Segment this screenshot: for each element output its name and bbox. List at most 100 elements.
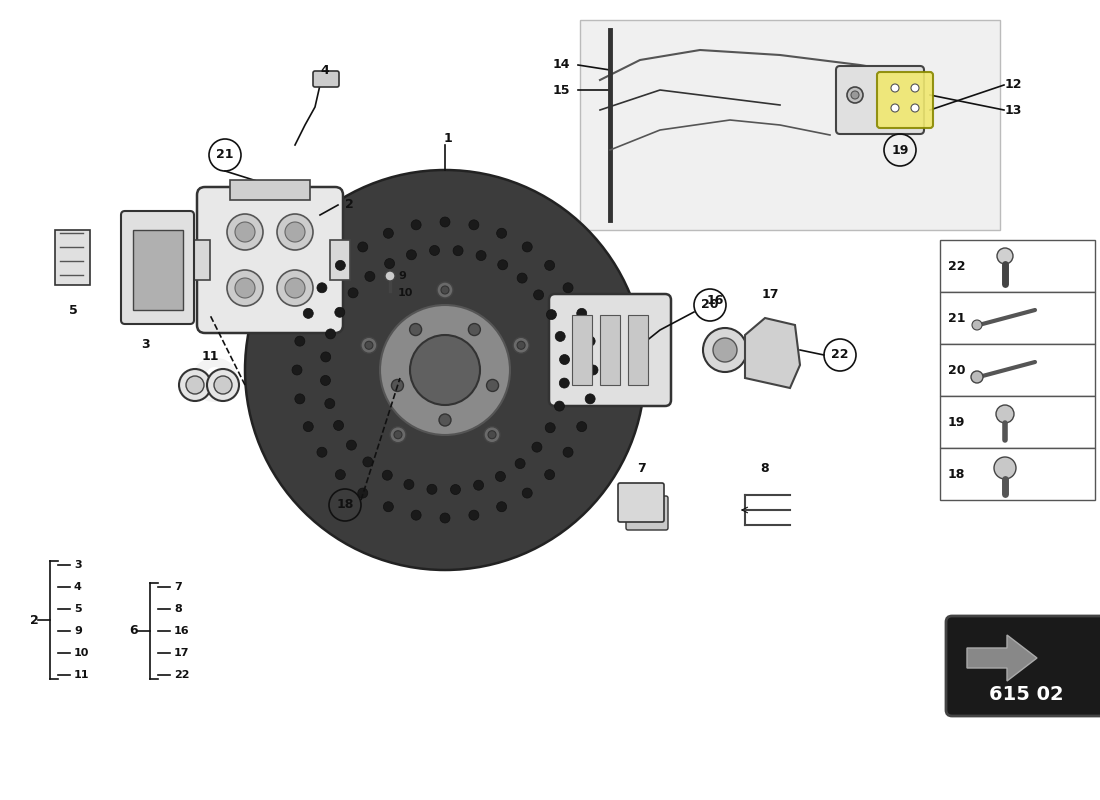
Circle shape — [277, 270, 313, 306]
Text: 9: 9 — [74, 626, 81, 636]
Circle shape — [384, 228, 394, 238]
Circle shape — [576, 422, 586, 432]
Circle shape — [554, 401, 564, 411]
Circle shape — [496, 228, 507, 238]
Circle shape — [440, 217, 450, 227]
Circle shape — [292, 365, 302, 375]
Bar — [940, 240, 1094, 292]
Bar — [190, 240, 210, 280]
Circle shape — [383, 470, 393, 480]
Circle shape — [409, 323, 421, 335]
Text: 1: 1 — [443, 131, 452, 145]
Text: 19: 19 — [891, 143, 909, 157]
Text: 2: 2 — [345, 198, 354, 211]
Circle shape — [285, 278, 305, 298]
Text: 22: 22 — [948, 259, 966, 273]
Circle shape — [546, 422, 556, 433]
Circle shape — [534, 290, 543, 300]
Circle shape — [304, 422, 313, 432]
FancyBboxPatch shape — [877, 72, 933, 128]
FancyBboxPatch shape — [549, 294, 671, 406]
Text: 10: 10 — [398, 288, 414, 298]
Circle shape — [703, 328, 747, 372]
Circle shape — [497, 260, 508, 270]
Circle shape — [469, 323, 481, 335]
Text: 13: 13 — [1005, 103, 1022, 117]
Circle shape — [390, 426, 406, 442]
Text: 18: 18 — [337, 498, 354, 511]
Bar — [133, 230, 183, 310]
Circle shape — [560, 354, 570, 365]
Circle shape — [476, 250, 486, 261]
Circle shape — [411, 220, 421, 230]
Circle shape — [495, 471, 505, 482]
Text: 22: 22 — [174, 670, 189, 680]
Circle shape — [235, 222, 255, 242]
Circle shape — [451, 485, 461, 494]
Circle shape — [295, 394, 305, 404]
Circle shape — [227, 214, 263, 250]
Bar — [572, 315, 592, 385]
Circle shape — [394, 430, 402, 438]
Text: 9: 9 — [398, 271, 406, 281]
Circle shape — [346, 440, 356, 450]
Circle shape — [385, 258, 395, 269]
Circle shape — [207, 369, 239, 401]
Text: 11: 11 — [74, 670, 89, 680]
Text: 3: 3 — [141, 338, 150, 351]
Circle shape — [227, 270, 263, 306]
Circle shape — [563, 282, 573, 293]
Bar — [940, 292, 1094, 344]
Bar — [330, 240, 350, 280]
Circle shape — [235, 278, 255, 298]
Text: 21: 21 — [217, 149, 233, 162]
Bar — [600, 315, 620, 385]
Circle shape — [484, 426, 500, 442]
Circle shape — [997, 248, 1013, 264]
Bar — [230, 180, 310, 200]
Circle shape — [576, 308, 586, 318]
Polygon shape — [745, 318, 800, 388]
Text: 22: 22 — [832, 349, 849, 362]
Circle shape — [348, 288, 359, 298]
Text: 20: 20 — [702, 298, 718, 311]
Circle shape — [515, 458, 525, 469]
Circle shape — [486, 379, 498, 391]
Text: 17: 17 — [174, 648, 189, 658]
Circle shape — [333, 421, 343, 430]
Circle shape — [474, 480, 484, 490]
Circle shape — [585, 336, 595, 346]
Text: 8: 8 — [761, 462, 769, 474]
Text: 2: 2 — [30, 614, 38, 626]
Bar — [55, 230, 90, 285]
Circle shape — [406, 250, 417, 260]
Circle shape — [517, 342, 525, 350]
Circle shape — [363, 457, 373, 467]
Circle shape — [321, 352, 331, 362]
Text: 11: 11 — [201, 350, 219, 363]
Text: 4: 4 — [74, 582, 81, 592]
Circle shape — [994, 457, 1016, 479]
Circle shape — [532, 442, 542, 452]
Circle shape — [385, 271, 395, 281]
Circle shape — [588, 365, 598, 375]
Circle shape — [911, 84, 918, 92]
Circle shape — [851, 91, 859, 99]
Bar — [940, 344, 1094, 396]
Circle shape — [379, 305, 510, 435]
Circle shape — [891, 84, 899, 92]
Text: 5: 5 — [68, 303, 77, 317]
Text: 12: 12 — [1005, 78, 1023, 91]
Circle shape — [358, 488, 367, 498]
Circle shape — [317, 282, 327, 293]
Text: 21: 21 — [948, 311, 966, 325]
Circle shape — [179, 369, 211, 401]
Text: 615 02: 615 02 — [989, 685, 1064, 703]
Bar — [940, 448, 1094, 500]
Text: 15: 15 — [552, 83, 570, 97]
Circle shape — [336, 260, 345, 270]
Text: 10: 10 — [74, 648, 89, 658]
Text: 5: 5 — [74, 604, 81, 614]
Circle shape — [214, 376, 232, 394]
Circle shape — [441, 286, 449, 294]
